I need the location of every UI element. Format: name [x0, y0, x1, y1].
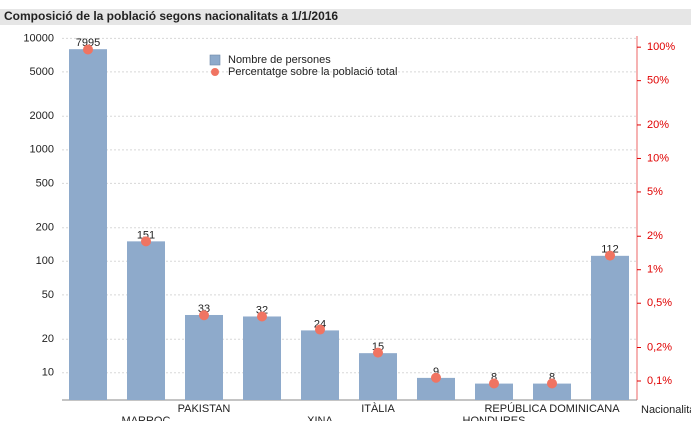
data-label: 9: [433, 366, 439, 378]
y-tick-label: 50: [42, 289, 54, 301]
point: [83, 44, 93, 55]
data-label: 8: [549, 371, 555, 383]
legend-swatch: [209, 54, 221, 66]
y2-tick-label: 0,1%: [647, 375, 672, 387]
point: [605, 250, 615, 261]
y-tick-label: 10000: [23, 32, 54, 44]
point: [141, 236, 151, 247]
bar: [69, 49, 107, 401]
point: [315, 324, 325, 335]
data-label: 8: [491, 371, 497, 383]
y-tick-label: 1000: [30, 144, 54, 156]
y-tick-label: 5000: [30, 66, 54, 78]
bar: [417, 377, 455, 400]
x-tick-label: XINA: [307, 415, 333, 421]
legend-label: Nombre de persones: [228, 54, 331, 66]
y-tick-label: 500: [36, 177, 54, 189]
y2-tick-label: 10%: [647, 152, 669, 164]
y-tick-label: 2000: [30, 110, 54, 122]
y2-tick-label: 1%: [647, 264, 663, 276]
bar: [127, 241, 165, 400]
x-tick-label: REPÚBLICA DOMINICANA: [484, 402, 620, 415]
point: [547, 378, 557, 389]
point: [199, 310, 209, 321]
data-label: 7995: [76, 37, 100, 49]
data-label: 151: [137, 229, 155, 241]
x-tick-label: HONDURES: [463, 415, 526, 421]
x-tick-label: PAKISTAN: [178, 403, 231, 415]
bar: [475, 383, 513, 400]
y-tick-label: 200: [36, 222, 54, 234]
bar: [185, 314, 223, 400]
x-axis-label: Nacionalitat: [641, 404, 691, 416]
title-bar: [0, 9, 691, 25]
x-tick-label: MARROC: [122, 415, 171, 421]
point: [257, 311, 267, 322]
data-label: 112: [601, 244, 619, 256]
y-tick-label: 10: [42, 367, 54, 379]
bar: [359, 353, 397, 400]
bar: [533, 383, 571, 400]
point: [431, 372, 441, 383]
point: [489, 378, 499, 389]
legend-swatch: [211, 68, 219, 76]
y2-tick-label: 5%: [647, 186, 663, 198]
y-tick-label: 100: [36, 255, 54, 267]
legend-label: Percentatge sobre la població total: [228, 66, 397, 78]
bar: [591, 255, 629, 400]
point: [373, 347, 383, 358]
y2-tick-label: 20%: [647, 119, 669, 131]
y2-tick-label: 100%: [647, 41, 675, 53]
y2-tick-label: 50%: [647, 75, 669, 87]
y2-tick-label: 2%: [647, 230, 663, 242]
chart-title: Composició de la població segons naciona…: [4, 9, 338, 23]
y2-tick-label: 0,5%: [647, 297, 672, 309]
x-tick-label: ITÀLIA: [361, 402, 395, 415]
bar: [301, 330, 339, 400]
y2-tick-label: 0,2%: [647, 341, 672, 353]
y-tick-label: 20: [42, 333, 54, 345]
bar: [243, 316, 281, 400]
